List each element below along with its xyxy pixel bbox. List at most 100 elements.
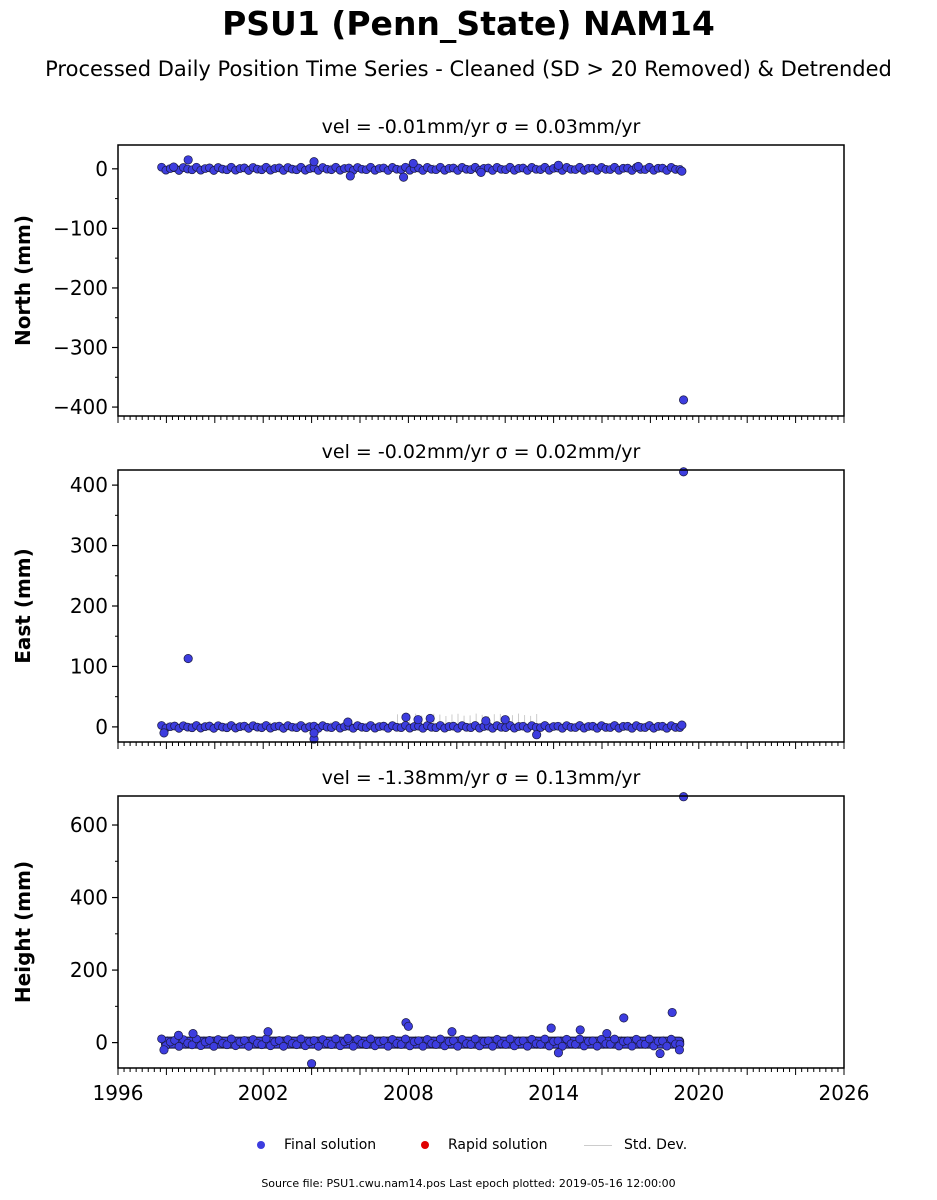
data-point [476, 167, 486, 177]
y-tick-label: −100 [53, 216, 108, 240]
y-tick-label: 200 [70, 594, 108, 618]
chart-title: PSU1 (Penn_State) NAM14 [222, 4, 715, 43]
data-point [274, 1036, 284, 1045]
data-point [174, 1042, 184, 1051]
plot-frame [117, 469, 845, 743]
data-point [481, 716, 491, 726]
data-point [557, 1041, 567, 1051]
data-point [366, 1034, 375, 1044]
x-tick-label: 2002 [238, 1081, 289, 1105]
y-tick-label: 0 [95, 1031, 108, 1055]
data-point [183, 654, 193, 664]
data-point [159, 728, 169, 738]
data-point [239, 1036, 249, 1045]
data-point [345, 171, 355, 181]
data-point [540, 1034, 550, 1044]
data-point [470, 1034, 480, 1044]
data-point [183, 155, 193, 165]
data-point [500, 715, 510, 725]
y-tick-label: 600 [70, 813, 108, 837]
data-point [553, 1048, 563, 1058]
data-point [343, 1033, 353, 1043]
data-point [331, 1034, 341, 1044]
legend-label-rapid: Rapid solution [448, 1137, 548, 1153]
legend-marker-rapid [421, 1141, 429, 1149]
panel-title: vel = -1.38mm/yr σ = 0.13mm/yr [322, 767, 641, 789]
data-point [435, 1034, 445, 1044]
y-tick-label: 0 [95, 157, 108, 181]
data-point [159, 1045, 169, 1055]
x-tick-label: 2014 [528, 1081, 579, 1105]
source-footer: Source file: PSU1.cwu.nam14.pos Last epo… [261, 1177, 676, 1190]
data-point [188, 1028, 198, 1039]
panel-1: vel = -0.01mm/yr σ = 0.03mm/yr North (mm)… [11, 116, 845, 423]
data-point [343, 717, 353, 727]
panel-2: vel = -0.02mm/yr σ = 0.02mm/yr East (mm) 0… [11, 441, 845, 749]
data-point [592, 1041, 602, 1051]
data-point [263, 1027, 273, 1037]
y-tick-label: 400 [70, 886, 108, 910]
y-tick-label: 0 [95, 715, 108, 739]
data-point [679, 395, 689, 405]
data-point [488, 1041, 497, 1051]
data-point [667, 1007, 677, 1018]
y-axis-label: Height (mm) [11, 861, 35, 1003]
data-point [413, 715, 423, 725]
plot-frame [117, 795, 845, 1069]
data-point [309, 1036, 319, 1045]
y-tick-label: −300 [53, 336, 108, 360]
data-point [257, 1040, 267, 1050]
data-point [169, 162, 179, 172]
data-point [532, 730, 542, 740]
data-point [348, 1041, 358, 1051]
data-point [655, 1048, 665, 1059]
data-point [226, 1034, 236, 1044]
data-point [677, 166, 687, 176]
legend-marker-std [584, 1144, 612, 1146]
data-point [645, 1034, 654, 1044]
data-point [425, 713, 435, 723]
data-point [396, 1040, 406, 1049]
y-axis-label: North (mm) [11, 215, 35, 346]
data-point [383, 1041, 393, 1051]
chart-subtitle: Processed Daily Position Time Series - C… [45, 57, 892, 81]
legend-item-std: Std. Dev. [584, 1137, 687, 1153]
data-point [553, 160, 563, 170]
y-tick-label: −400 [53, 395, 108, 419]
data-point [379, 1036, 389, 1045]
panel-3: vel = -1.38mm/yr σ = 0.13mm/yr Height (mm… [11, 767, 869, 1105]
data-point [610, 1034, 619, 1044]
data-point [244, 1042, 254, 1051]
data-point [619, 1013, 629, 1023]
data-point [157, 1034, 166, 1044]
legend-item-final: Final solution [257, 1137, 376, 1153]
data-point [447, 1027, 457, 1037]
data-point [677, 720, 687, 730]
data-point [403, 1021, 413, 1031]
data-point [314, 1041, 323, 1051]
y-tick-label: 400 [70, 473, 108, 497]
data-point [361, 1040, 371, 1049]
data-point [575, 1025, 585, 1035]
data-point [401, 712, 411, 722]
data-point [307, 1059, 317, 1069]
data-point [627, 1041, 637, 1051]
data-point [546, 1023, 556, 1033]
legend-marker-final [257, 1141, 265, 1149]
data-point [418, 1041, 428, 1051]
y-tick-label: −200 [53, 276, 108, 300]
data-point [292, 1040, 301, 1050]
data-point [674, 1045, 684, 1055]
data-point [327, 1040, 336, 1050]
legend-label-final: Final solution [284, 1137, 377, 1153]
data-point [309, 157, 319, 167]
data-point [309, 728, 319, 738]
data-point [523, 1041, 532, 1051]
data-point [575, 1034, 585, 1044]
data-point [399, 172, 409, 182]
x-tick-label: 2020 [673, 1081, 724, 1105]
panel-title: vel = -0.01mm/yr σ = 0.03mm/yr [322, 116, 641, 138]
data-point [505, 1034, 515, 1044]
data-point [296, 1034, 306, 1044]
